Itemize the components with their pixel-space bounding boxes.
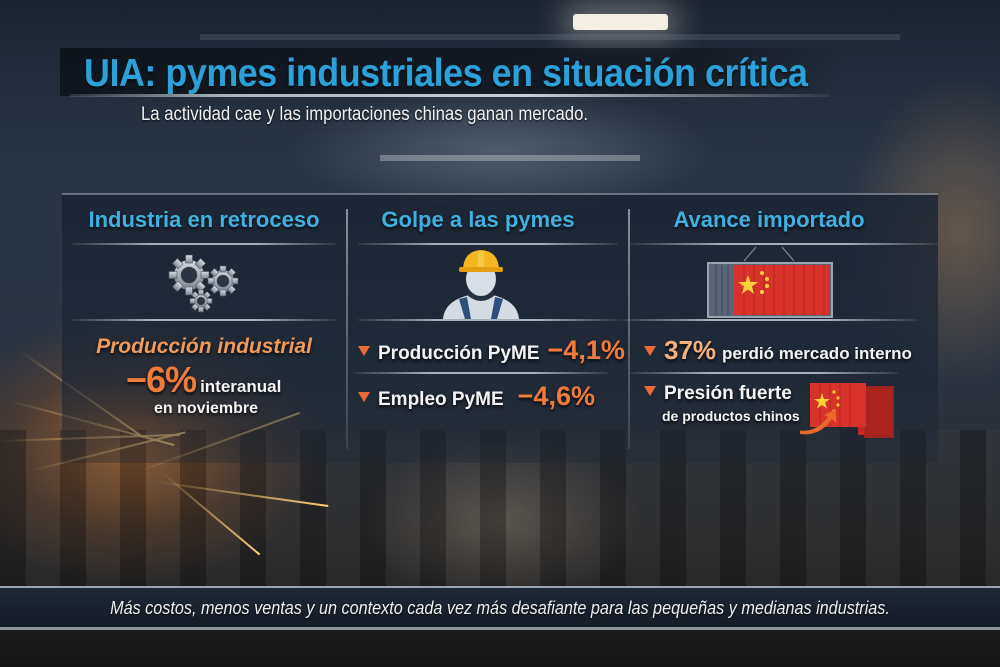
down-triangle-icon	[358, 392, 370, 402]
stat-suffix: interanual	[200, 377, 282, 396]
column-title: Avance importado	[673, 207, 865, 232]
page-title: UIA: pymes industriales en situación crí…	[84, 52, 808, 95]
column-divider	[72, 243, 336, 245]
down-triangle-icon	[644, 386, 656, 396]
ceiling-beam	[380, 155, 640, 161]
item-value: −4,1%	[547, 335, 625, 365]
column-divider	[358, 243, 618, 245]
column-importado: Avance importado	[620, 195, 938, 463]
item-value: −4,6%	[517, 381, 595, 411]
item-label: perdió mercado interno	[722, 344, 912, 363]
item-label: Empleo PyME	[378, 389, 504, 410]
gears-icon	[62, 251, 346, 315]
header-band	[60, 48, 840, 96]
title-divider	[70, 94, 830, 97]
column-separator	[628, 209, 630, 449]
row-divider	[630, 372, 898, 374]
column-divider	[620, 319, 918, 321]
item-label: Presión fuerte	[664, 383, 792, 404]
down-triangle-icon	[644, 346, 656, 356]
china-container-icon	[600, 245, 938, 319]
worker-hardhat-icon	[333, 247, 628, 319]
item-value: 37%	[664, 335, 717, 365]
list-item: 37% perdió mercado interno	[644, 335, 912, 366]
china-containers-arrow-icon	[780, 383, 900, 448]
column-title: Golpe a las pymes	[381, 207, 575, 232]
column-separator	[346, 209, 348, 449]
page-subtitle: La actividad cae y las importaciones chi…	[141, 104, 589, 125]
ceiling-beam	[200, 34, 900, 40]
column-divider	[72, 319, 336, 321]
footer-text: Más costos, menos ventas y un contexto c…	[110, 598, 890, 618]
stat-note: en noviembre	[154, 400, 259, 417]
list-item: Producción PyME −4,1%	[358, 335, 625, 366]
down-triangle-icon	[358, 346, 370, 356]
column-industria: Industria en retroceso	[62, 195, 346, 463]
stat-row: −6% interanual	[126, 359, 281, 401]
spark	[159, 470, 261, 556]
list-item: Empleo PyME −4,6%	[358, 381, 595, 412]
stat-value: −6%	[126, 359, 197, 400]
column-divider	[358, 319, 618, 321]
stat-label: Producción industrial	[96, 335, 312, 358]
column-pymes: Golpe a las pymes Producción PyME −4,1% …	[348, 195, 628, 463]
row-divider	[354, 372, 608, 374]
item-label: Producción PyME	[378, 343, 540, 364]
ceiling-light	[573, 14, 668, 30]
column-divider	[630, 243, 938, 245]
list-item: Presión fuerte	[644, 383, 792, 405]
spark	[149, 480, 329, 508]
stats-panel: Industria en retroceso	[62, 193, 938, 463]
footer-banner: Más costos, menos ventas y un contexto c…	[0, 586, 1000, 630]
item-sublabel: de productos chinos	[662, 408, 800, 424]
column-title: Industria en retroceso	[88, 207, 320, 232]
